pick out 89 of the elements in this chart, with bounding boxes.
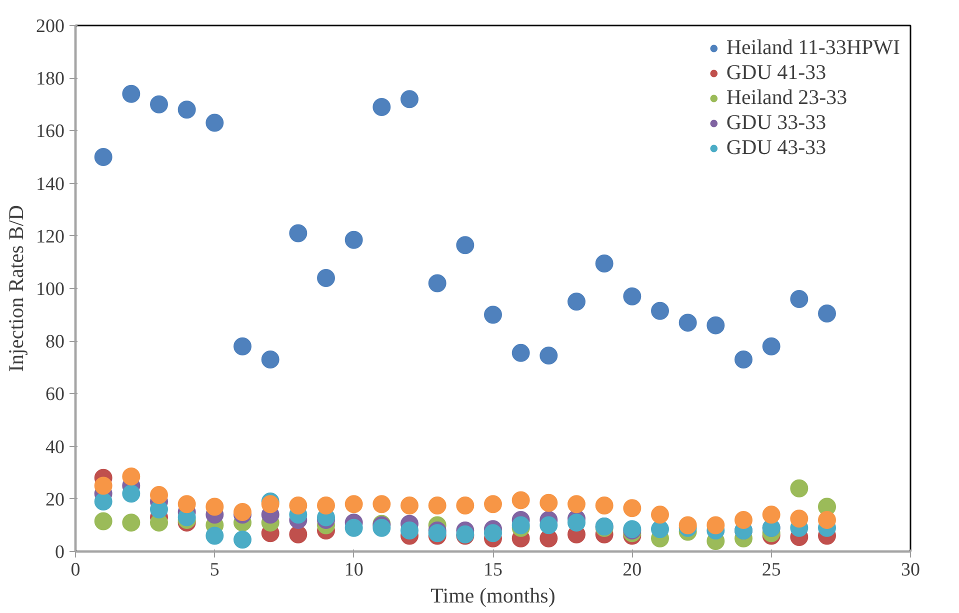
point — [150, 486, 168, 504]
x-tick-label: 30 — [901, 560, 920, 580]
y-tick-label: 80 — [46, 332, 64, 353]
point — [595, 254, 614, 272]
legend-label: GDU 33-33 — [726, 110, 826, 135]
point — [234, 337, 252, 356]
point — [568, 514, 586, 532]
point — [122, 468, 140, 486]
legend-label: Heiland 23-33 — [726, 85, 848, 110]
y-tick-label: 40 — [46, 436, 64, 458]
point — [400, 521, 418, 540]
point — [540, 516, 558, 534]
point — [762, 506, 780, 524]
y-tick-label: 20 — [46, 489, 64, 510]
point — [150, 500, 168, 518]
point — [178, 100, 196, 119]
point — [400, 496, 418, 514]
point — [678, 314, 697, 332]
y-tick-label: 180 — [36, 68, 64, 90]
point — [400, 90, 418, 108]
point — [234, 530, 252, 549]
legend-label: GDU 43-33 — [726, 135, 826, 160]
point — [344, 518, 363, 537]
point — [372, 98, 391, 116]
point — [456, 236, 474, 254]
x-tick-label: 15 — [484, 560, 502, 580]
point — [206, 114, 224, 132]
point — [372, 495, 391, 514]
point — [568, 495, 586, 514]
point — [568, 292, 586, 311]
point — [484, 495, 502, 514]
point — [261, 350, 280, 368]
x-tick-label: 20 — [622, 560, 642, 580]
point — [790, 290, 808, 308]
point — [178, 495, 196, 514]
x-tick-label: 10 — [344, 560, 364, 580]
point — [317, 268, 335, 287]
point — [122, 84, 140, 103]
point — [790, 510, 808, 528]
point — [428, 496, 446, 514]
y-tick-label: 160 — [36, 121, 64, 142]
legend-label: GDU 41-33 — [726, 60, 826, 85]
point — [289, 224, 308, 242]
point — [706, 516, 725, 534]
point — [540, 494, 558, 512]
point — [289, 496, 308, 514]
point — [484, 306, 502, 324]
point — [289, 525, 308, 544]
point — [122, 484, 140, 503]
point — [206, 526, 224, 545]
point — [150, 95, 168, 114]
point — [344, 230, 363, 249]
point — [595, 496, 614, 514]
point — [344, 495, 363, 514]
point — [428, 274, 446, 292]
point — [122, 514, 140, 532]
point — [623, 287, 642, 306]
legend-label: Heiland 11-33HPWI — [726, 35, 900, 60]
point — [623, 499, 642, 518]
point — [512, 344, 530, 362]
point — [651, 302, 669, 320]
point — [790, 479, 808, 498]
x-tick-label: 25 — [762, 560, 781, 580]
point — [94, 148, 112, 166]
y-tick-label: 100 — [36, 279, 64, 300]
point — [818, 304, 836, 322]
point — [94, 512, 112, 530]
point — [456, 496, 474, 514]
y-tick-label: 200 — [36, 16, 64, 37]
point — [734, 510, 752, 529]
y-tick-label: 0 — [55, 542, 64, 563]
point — [512, 491, 530, 510]
point — [818, 510, 836, 529]
point — [762, 337, 780, 356]
point — [651, 520, 669, 538]
point — [706, 316, 725, 334]
x-axis-title: Time (months) — [430, 584, 556, 608]
x-tick-label: 0 — [70, 560, 80, 580]
y-tick-label: 120 — [36, 226, 64, 248]
y-tick-label: 140 — [36, 174, 64, 195]
point — [484, 524, 502, 542]
point — [317, 496, 335, 514]
y-tick-label: 60 — [46, 384, 64, 406]
x-tick-label: 5 — [210, 560, 220, 580]
point — [651, 506, 669, 524]
point — [734, 350, 752, 368]
y-axis-title: Injection Rates B/D — [4, 205, 28, 372]
point — [206, 498, 224, 516]
point — [540, 346, 558, 365]
